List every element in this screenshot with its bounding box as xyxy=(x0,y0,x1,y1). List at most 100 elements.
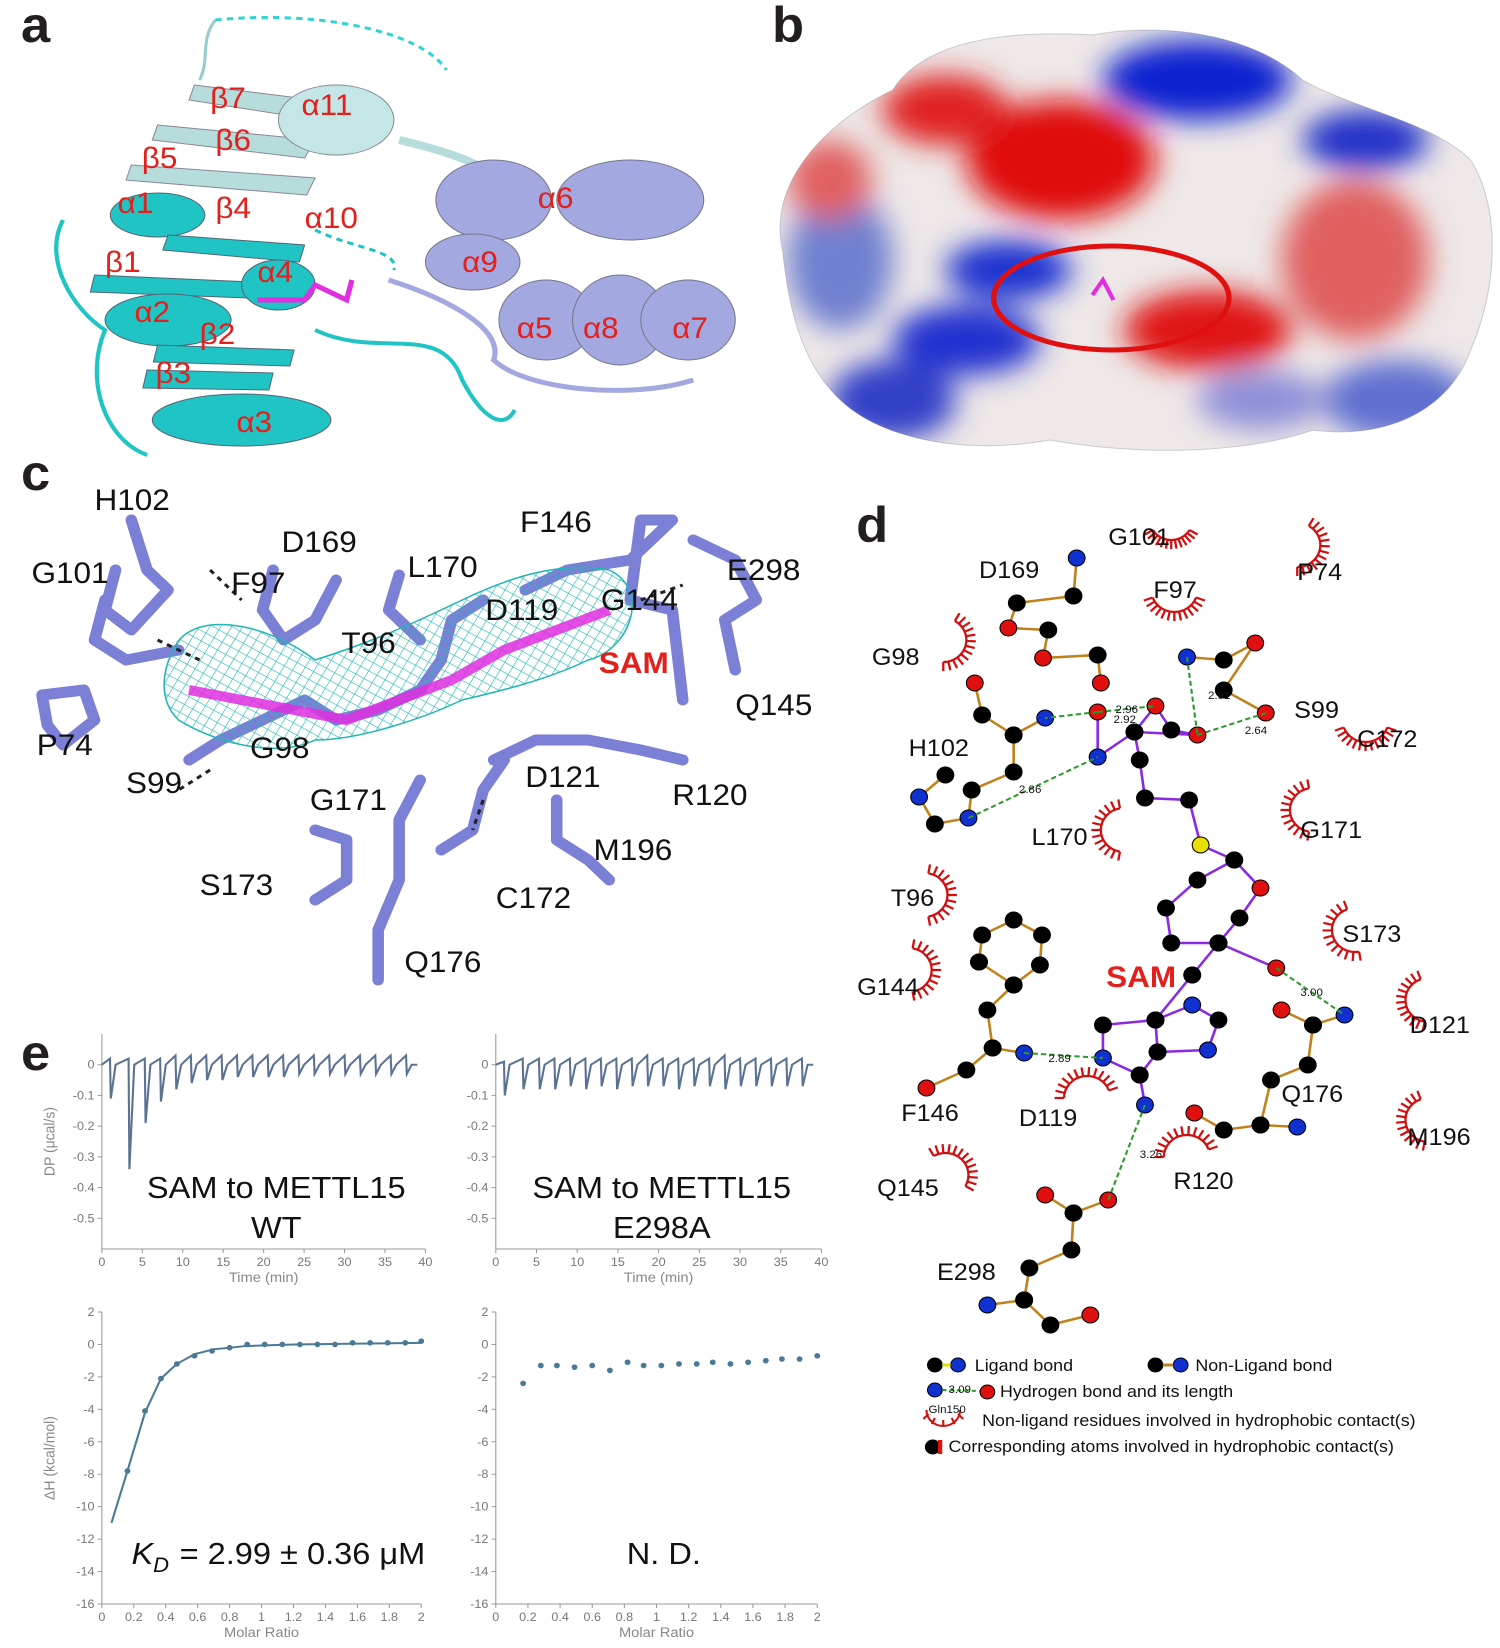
generated-content: a b c d e β7 α11 β6 β5 α1 β4 α10 α6 α9 β1 α2 α4 β2 α5 α8 α7 β… xyxy=(21,0,1471,1641)
y-tick-label: -14 xyxy=(470,1565,488,1579)
atom xyxy=(1162,934,1181,952)
atom xyxy=(1030,956,1049,974)
data-point xyxy=(709,1359,716,1366)
data-point xyxy=(814,1353,821,1359)
atom xyxy=(1020,1259,1039,1277)
chart: 0 -0.1 -0.2 -0.3 -0.4 -0.5 0 5 10 15 20 25 30 35 40 Tim… xyxy=(42,1034,433,1286)
atom xyxy=(1251,1116,1270,1134)
atom xyxy=(1041,1316,1060,1334)
atom xyxy=(1004,976,1023,994)
atom xyxy=(1130,751,1149,769)
legend-atom xyxy=(950,1357,966,1373)
atom xyxy=(1230,909,1249,927)
hydrophobic-arc xyxy=(1154,1125,1218,1159)
residue-label: M196 xyxy=(593,833,672,867)
x-tick-label: 0 xyxy=(98,1255,105,1269)
data-point xyxy=(606,1367,613,1374)
residue-label: L170 xyxy=(408,550,478,584)
atom xyxy=(1199,1041,1217,1059)
atom xyxy=(1062,1241,1081,1259)
y-tick-label: -0.3 xyxy=(73,1150,95,1164)
atom xyxy=(1039,621,1058,639)
hydrophobic-arc xyxy=(1396,970,1426,1031)
annotation: E298A xyxy=(613,1210,712,1245)
chart: 0 -0.1 -0.2 -0.3 -0.4 -0.5 0 5 10 15 20 25 30 35 40 Tim… xyxy=(467,1034,829,1286)
x-tick-label: 1.6 xyxy=(349,1610,367,1624)
legend-text: Hydrogen bond and its length xyxy=(1000,1381,1233,1401)
residue-label: D169 xyxy=(282,525,357,559)
atom xyxy=(917,1079,936,1097)
hydrophobic-arc xyxy=(1143,596,1206,621)
annotation: WT xyxy=(251,1210,302,1245)
atom xyxy=(957,1061,976,1079)
bond-length: 2.89 xyxy=(1048,1053,1070,1065)
legend-atom xyxy=(926,1382,943,1398)
data-point xyxy=(693,1361,700,1367)
atom xyxy=(1214,1121,1233,1139)
atom xyxy=(1183,996,1202,1014)
atom xyxy=(965,674,984,692)
atom xyxy=(936,766,955,784)
hydrophobic-arc xyxy=(1396,1090,1426,1151)
residue-label: F146 xyxy=(901,1101,958,1127)
atom xyxy=(1183,966,1202,984)
hydrophobic-arc xyxy=(928,1144,978,1192)
hydrophobic-arc xyxy=(942,612,976,671)
hydrophobic-arc xyxy=(1322,900,1362,961)
x-tick-label: 1.2 xyxy=(285,1610,303,1624)
hydrophobic-arc xyxy=(1091,799,1122,861)
residue-label: Q145 xyxy=(877,1176,939,1202)
structure-label: α11 xyxy=(301,88,352,122)
residue-label: Q145 xyxy=(735,688,812,722)
residue-label: G98 xyxy=(250,731,310,765)
x-tick-label: 0 xyxy=(492,1610,499,1624)
atom xyxy=(1180,791,1199,809)
x-axis-label: Time (min) xyxy=(229,1270,299,1286)
residue-label: G144 xyxy=(857,975,919,1001)
legend-atom xyxy=(1172,1357,1189,1373)
legend-atom xyxy=(1147,1357,1164,1373)
hydrophobic-arc xyxy=(1334,726,1397,751)
y-tick-label: -2 xyxy=(477,1370,488,1384)
x-axis-label: Molar Ratio xyxy=(224,1625,299,1641)
bond-length: 2.92 xyxy=(1113,714,1135,726)
residue-label: G101 xyxy=(32,556,109,590)
data-point xyxy=(762,1357,769,1364)
residue-label: G144 xyxy=(601,583,678,617)
atom xyxy=(1304,1016,1322,1034)
x-tick-label: 30 xyxy=(733,1255,747,1269)
residue-label: T96 xyxy=(341,626,395,660)
chart: 2 0 -2 -4 -6 -8 -10 -12 -14 -16 0 0.2 0.4 0.6 0.8 1 1.2 1… xyxy=(470,1305,821,1641)
atom xyxy=(1214,681,1233,699)
y-tick-label: -4 xyxy=(83,1403,94,1417)
legend-text: 3.09 xyxy=(949,1384,971,1396)
atom xyxy=(1004,763,1023,781)
structure-label: α7 xyxy=(672,311,708,345)
bond-length: 2.64 xyxy=(1245,725,1267,737)
hydrogen-bond xyxy=(968,756,1099,819)
hydrophobic-arc xyxy=(1144,529,1199,549)
structure-label: β6 xyxy=(215,123,251,157)
data-point xyxy=(727,1361,734,1367)
structure-label: β5 xyxy=(142,141,178,175)
bond xyxy=(1096,703,1263,945)
legend-hbond xyxy=(942,1389,981,1392)
hydrogen-bond xyxy=(1275,967,1346,1016)
y-axis-label: DP (μcal/s) xyxy=(42,1107,58,1176)
atom xyxy=(1162,721,1181,739)
x-tick-label: 25 xyxy=(692,1255,706,1269)
atom xyxy=(1298,1056,1317,1074)
x-tick-label: 1.8 xyxy=(381,1610,399,1624)
residue-label: D169 xyxy=(979,558,1039,584)
x-tick-label: 2 xyxy=(814,1610,821,1624)
x-tick-label: 1.2 xyxy=(680,1610,698,1624)
y-tick-label: -0.4 xyxy=(73,1181,95,1195)
data-point xyxy=(589,1362,596,1369)
y-tick-label: 2 xyxy=(88,1305,95,1319)
y-tick-label: -0.4 xyxy=(467,1181,489,1195)
residue-label: C172 xyxy=(496,881,571,915)
hydrogen-bond xyxy=(1024,1052,1104,1059)
atom xyxy=(1191,836,1210,854)
y-tick-label: -0.2 xyxy=(73,1119,95,1133)
residue-label: G171 xyxy=(310,783,387,817)
